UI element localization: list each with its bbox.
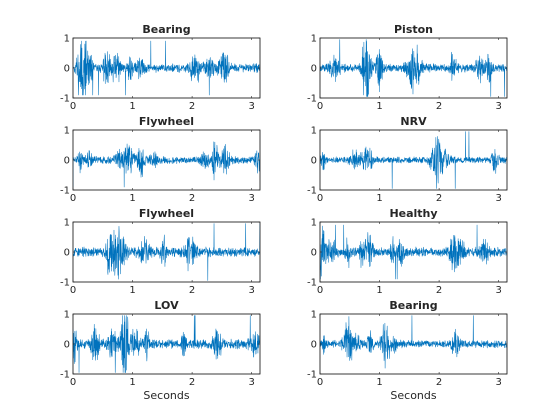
x-tick-label: 3 [495,377,501,388]
y-tick-label: 1 [311,218,317,229]
x-tick-label: 2 [436,193,442,204]
subplot-title: Flywheel [139,207,194,220]
x-tick-label: 2 [189,193,195,204]
y-tick-label: -1 [60,94,70,105]
subplot-title: Bearing [389,299,437,312]
x-tick-label: 0 [317,101,323,112]
y-tick-label: 1 [64,310,70,321]
y-tick-label: 0 [64,340,70,351]
x-tick-label: 2 [436,377,442,388]
subplot-title: Healthy [389,207,437,220]
y-tick-label: 0 [64,156,70,167]
y-tick-label: -1 [307,278,317,289]
x-tick-label: 3 [248,285,254,296]
x-tick-label: 0 [317,193,323,204]
x-tick-label: 1 [376,285,382,296]
y-tick-label: 0 [64,248,70,259]
x-tick-label: 0 [317,285,323,296]
y-tick-label: 1 [64,218,70,229]
subplot-title: Flywheel [139,115,194,128]
x-tick-label: 1 [129,285,135,296]
subplot-title: LOV [154,299,179,312]
y-tick-label: -1 [307,370,317,381]
x-tick-label: 2 [189,377,195,388]
x-axis-label: Seconds [390,389,436,402]
signal-line [73,315,260,373]
y-tick-label: 1 [64,126,70,137]
y-tick-label: 0 [64,64,70,75]
x-tick-label: 2 [189,101,195,112]
x-tick-label: 3 [248,101,254,112]
x-axis-label: Seconds [143,389,189,402]
x-tick-label: 1 [376,377,382,388]
y-tick-label: -1 [60,370,70,381]
x-tick-label: 1 [129,377,135,388]
y-tick-label: -1 [60,278,70,289]
y-tick-label: 1 [311,34,317,45]
x-tick-label: 0 [70,193,76,204]
y-tick-label: 1 [64,34,70,45]
x-tick-label: 1 [376,101,382,112]
x-tick-label: 0 [70,285,76,296]
x-tick-label: 3 [495,285,501,296]
subplot-title: Piston [394,23,433,36]
x-tick-label: 0 [70,377,76,388]
y-tick-label: 0 [311,340,317,351]
subplot-title: Bearing [142,23,190,36]
signal-line [320,315,507,369]
signal-line [320,131,507,189]
x-tick-label: 1 [376,193,382,204]
x-tick-label: 3 [495,101,501,112]
y-tick-label: 1 [311,126,317,137]
x-tick-label: 2 [436,101,442,112]
y-tick-label: -1 [307,186,317,197]
x-tick-label: 1 [129,193,135,204]
x-tick-label: 2 [189,285,195,296]
signal-line [320,224,507,280]
signal-line [320,39,507,97]
signal-line [73,40,260,96]
y-tick-label: 1 [311,310,317,321]
x-tick-label: 3 [248,377,254,388]
y-tick-label: 0 [311,248,317,259]
x-tick-label: 3 [495,193,501,204]
y-tick-label: 0 [311,64,317,75]
signal-line [73,141,260,188]
x-tick-label: 0 [70,101,76,112]
x-tick-label: 0 [317,377,323,388]
x-tick-label: 2 [436,285,442,296]
signal-line [73,223,260,281]
y-tick-label: 0 [311,156,317,167]
y-tick-label: -1 [307,94,317,105]
x-tick-label: 1 [129,101,135,112]
x-tick-label: 3 [248,193,254,204]
subplot-title: NRV [400,115,427,128]
y-tick-label: -1 [60,186,70,197]
